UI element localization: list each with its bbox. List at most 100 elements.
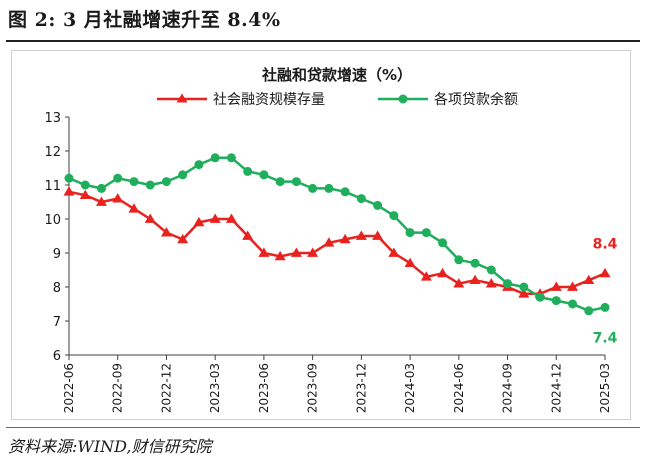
y-tick-label: 12 bbox=[44, 145, 61, 160]
data-point-loans bbox=[80, 180, 90, 190]
chart-title: 社融和贷款增速（%） bbox=[261, 66, 412, 84]
y-tick-label: 6 bbox=[53, 349, 61, 364]
data-point-loans bbox=[145, 180, 155, 190]
data-point-social-financing bbox=[339, 233, 351, 244]
series-line-loans bbox=[68, 156, 606, 313]
data-point-social-financing bbox=[112, 193, 124, 203]
chart-frame: 社融和贷款增速（%） 社会融资规模存量 各项贷款余额 6 7 8 9 10 11 12 13 2… bbox=[11, 50, 631, 420]
data-point-social-financing bbox=[63, 186, 75, 196]
data-point-loans bbox=[584, 306, 594, 316]
data-point-social-financing bbox=[177, 233, 189, 244]
data-point-social-financing bbox=[437, 267, 449, 278]
data-point-social-financing bbox=[567, 281, 579, 291]
y-tick-label: 8 bbox=[53, 281, 61, 296]
data-point-loans bbox=[226, 153, 236, 163]
end-label-social-financing: 8.4 bbox=[593, 236, 618, 252]
legend-marker-loans bbox=[398, 94, 408, 104]
x-tick-label: 2024-12 bbox=[549, 363, 563, 413]
x-tick-label: 2022-12 bbox=[159, 363, 173, 413]
data-point-loans bbox=[178, 170, 188, 180]
loan-social-financing-chart: 社融和贷款增速（%） 社会融资规模存量 各项贷款余额 6 7 8 9 10 11 12 13 2… bbox=[44, 66, 618, 413]
data-point-social-financing bbox=[372, 230, 384, 240]
y-tick-label: 10 bbox=[44, 213, 61, 228]
x-tick-label: 2024-03 bbox=[403, 363, 417, 413]
data-point-loans bbox=[470, 258, 480, 268]
data-point-social-financing bbox=[160, 227, 172, 237]
data-point-loans bbox=[454, 255, 464, 265]
data-point-loans bbox=[291, 177, 301, 187]
data-point-social-financing bbox=[550, 281, 562, 291]
data-point-social-financing bbox=[404, 257, 416, 268]
x-tick-label: 2023-06 bbox=[257, 363, 271, 413]
data-point-social-financing bbox=[583, 274, 595, 285]
data-point-loans bbox=[519, 282, 529, 292]
y-tick-label: 9 bbox=[53, 247, 61, 262]
data-point-social-financing bbox=[144, 213, 156, 223]
series-social-financing: 8.4 bbox=[63, 186, 618, 298]
end-label-loans: 7.4 bbox=[593, 330, 618, 346]
y-tick-label: 13 bbox=[44, 111, 61, 126]
data-point-loans bbox=[535, 292, 545, 302]
data-point-loans bbox=[340, 187, 350, 197]
data-point-social-financing bbox=[193, 216, 205, 227]
legend-entry-loans: 各项贷款余额 bbox=[378, 91, 518, 108]
data-point-social-financing bbox=[225, 213, 237, 223]
caption-rule bbox=[6, 40, 640, 42]
data-point-loans bbox=[275, 177, 285, 187]
x-tick-label: 2024-06 bbox=[452, 363, 466, 413]
chart-axes: 6 7 8 9 10 11 12 13 2022-06 2022-09 2022-12 2023-03… bbox=[44, 111, 612, 413]
data-point-loans bbox=[308, 183, 318, 193]
data-point-loans bbox=[421, 228, 431, 238]
data-point-social-financing bbox=[323, 237, 335, 247]
data-point-loans bbox=[259, 170, 269, 180]
data-point-loans bbox=[194, 160, 204, 170]
data-point-loans bbox=[486, 265, 496, 275]
data-point-social-financing bbox=[128, 203, 140, 213]
data-point-loans bbox=[356, 194, 366, 204]
data-point-social-financing bbox=[420, 271, 432, 281]
data-point-loans bbox=[324, 183, 334, 193]
data-point-loans bbox=[438, 238, 448, 248]
data-point-social-financing bbox=[79, 189, 91, 200]
y-tick-label: 11 bbox=[44, 179, 61, 194]
data-point-social-financing bbox=[485, 278, 497, 288]
chart-legend: 社会融资规模存量 各项贷款余额 bbox=[157, 91, 518, 108]
data-point-loans bbox=[96, 183, 106, 193]
figure-caption: 图 2: 3 月社融增速升至 8.4% bbox=[8, 9, 281, 31]
data-point-social-financing bbox=[388, 247, 400, 257]
legend-marker-social-financing bbox=[176, 93, 188, 103]
data-point-loans bbox=[243, 166, 253, 176]
legend-entry-social-financing: 社会融资规模存量 bbox=[157, 92, 325, 108]
x-tick-label: 2023-12 bbox=[354, 363, 368, 413]
data-point-loans bbox=[600, 302, 610, 312]
x-tick-label: 2022-06 bbox=[62, 363, 76, 413]
data-point-loans bbox=[503, 279, 513, 289]
data-point-social-financing bbox=[518, 288, 530, 298]
data-point-loans bbox=[113, 173, 123, 183]
data-point-loans bbox=[161, 177, 171, 187]
data-point-loans bbox=[389, 211, 399, 221]
data-point-social-financing bbox=[290, 247, 302, 257]
series-line-social-financing bbox=[68, 190, 606, 296]
legend-label-social-financing: 社会融资规模存量 bbox=[213, 92, 325, 108]
data-point-social-financing bbox=[355, 230, 367, 240]
data-point-social-financing bbox=[258, 247, 270, 257]
x-tick-label: 2024-09 bbox=[501, 363, 515, 413]
data-point-loans bbox=[64, 173, 74, 183]
data-point-loans bbox=[210, 153, 220, 163]
data-point-loans bbox=[373, 200, 383, 210]
data-point-loans bbox=[568, 299, 578, 309]
data-point-social-financing bbox=[209, 213, 221, 223]
data-point-social-financing bbox=[242, 230, 254, 240]
data-point-loans bbox=[129, 177, 139, 187]
data-point-social-financing bbox=[599, 267, 611, 278]
x-tick-label: 2022-09 bbox=[111, 363, 125, 413]
chart-series: 8.4 7.4 bbox=[63, 153, 618, 346]
data-point-social-financing bbox=[453, 278, 465, 288]
source-rule bbox=[6, 427, 640, 428]
data-point-loans bbox=[405, 228, 415, 238]
x-tick-label: 2023-03 bbox=[208, 363, 222, 413]
data-point-social-financing bbox=[307, 247, 319, 257]
data-point-loans bbox=[551, 296, 561, 306]
data-point-social-financing bbox=[95, 196, 107, 206]
